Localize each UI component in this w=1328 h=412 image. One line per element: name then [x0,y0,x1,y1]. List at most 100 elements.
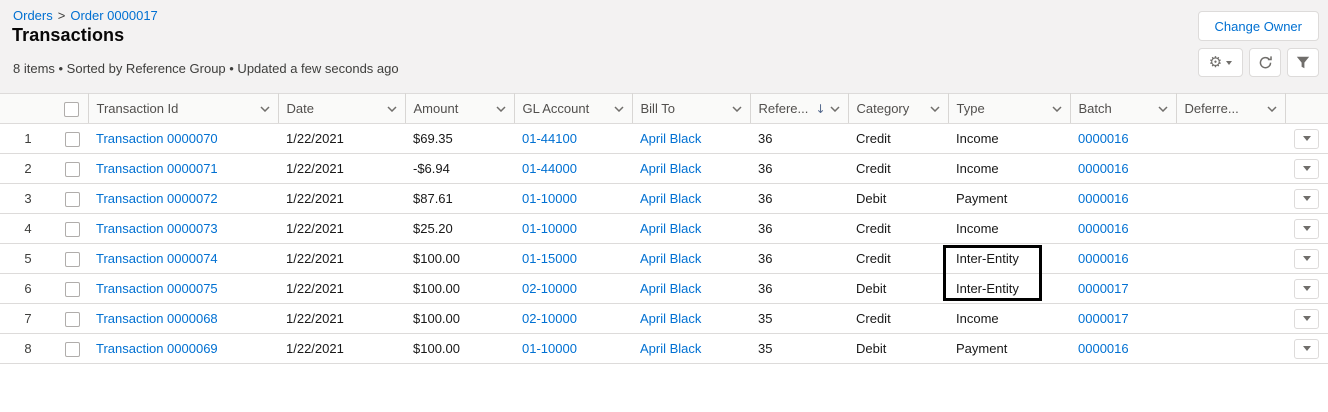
gl-account-link[interactable]: 01-10000 [522,341,577,356]
transaction-link[interactable]: Transaction 0000071 [96,161,218,176]
transaction-link[interactable]: Transaction 0000074 [96,251,218,266]
change-owner-button[interactable]: Change Owner [1197,11,1319,41]
column-header-transaction-id[interactable]: Transaction Id [88,93,279,124]
refresh-button[interactable] [1249,48,1281,77]
row-select-cell [56,183,88,214]
bill-to-link[interactable]: April Black [640,281,702,296]
batch-link[interactable]: 0000016 [1078,341,1129,356]
column-label: Category [856,101,910,116]
breadcrumb-link-orders[interactable]: Orders [13,8,53,23]
column-header-bill-to[interactable]: Bill To [632,93,751,124]
gl-account-link[interactable]: 01-44100 [522,131,577,146]
transaction-link[interactable]: Transaction 0000075 [96,281,218,296]
gl-account-link[interactable]: 01-15000 [522,251,577,266]
row-actions-button[interactable] [1294,308,1319,329]
gl-account-link[interactable]: 02-10000 [522,311,577,326]
row-actions-button[interactable] [1294,218,1319,239]
list-settings-button[interactable]: ⚙ [1198,48,1243,77]
row-actions-button[interactable] [1294,158,1319,179]
type-cell: Inter-Entity [948,243,1070,274]
category-cell: Debit [848,183,948,214]
bill-to-cell: April Black [632,333,750,364]
date-cell: 1/22/2021 [278,183,405,214]
bill-to-link[interactable]: April Black [640,311,702,326]
triangle-down-icon [1302,136,1311,141]
row-actions-button[interactable] [1294,338,1319,359]
batch-link[interactable]: 0000016 [1078,251,1129,266]
amount-cell: $100.00 [405,333,514,364]
bill-to-link[interactable]: April Black [640,341,702,356]
deferred-cell [1176,303,1285,334]
filter-button[interactable] [1287,48,1319,77]
row-actions-header [1285,93,1328,124]
column-header-type[interactable]: Type [948,93,1071,124]
column-header-batch[interactable]: Batch [1070,93,1177,124]
table-row: 8 Transaction 0000069 1/22/2021 $100.00 … [0,333,1328,364]
row-actions-button[interactable] [1294,188,1319,209]
triangle-down-icon [1302,226,1311,231]
row-checkbox[interactable] [64,311,80,327]
batch-link[interactable]: 0000016 [1078,161,1129,176]
column-header-category[interactable]: Category [848,93,949,124]
batch-link[interactable]: 0000017 [1078,311,1129,326]
transaction-link[interactable]: Transaction 0000070 [96,131,218,146]
row-checkbox[interactable] [64,191,80,207]
list-controls: ⚙ [1198,48,1319,77]
row-actions-button[interactable] [1294,248,1319,269]
bill-to-cell: April Black [632,303,750,334]
column-label: Deferre... [1184,101,1239,116]
category-cell: Credit [848,243,948,274]
type-cell: Payment [948,183,1070,214]
column-header-date[interactable]: Date [278,93,406,124]
row-checkbox[interactable] [64,161,80,177]
bill-to-link[interactable]: April Black [640,251,702,266]
category-cell: Credit [848,123,948,154]
bill-to-link[interactable]: April Black [640,221,702,236]
row-actions-cell [1285,213,1328,244]
bill-to-link[interactable]: April Black [640,161,702,176]
chevron-down-icon [386,105,397,112]
column-header-reference-group[interactable]: Refere... ↓ [750,93,849,124]
deferred-cell [1176,333,1285,364]
bill-to-cell: April Black [632,153,750,184]
date-cell: 1/22/2021 [278,333,405,364]
column-header-deferred[interactable]: Deferre... [1176,93,1286,124]
bill-to-link[interactable]: April Black [640,131,702,146]
row-checkbox[interactable] [64,341,80,357]
transaction-link[interactable]: Transaction 0000073 [96,221,218,236]
type-cell: Income [948,123,1070,154]
gl-account-cell: 02-10000 [514,273,632,304]
category-cell: Debit [848,333,948,364]
row-actions-button[interactable] [1294,128,1319,149]
bill-to-link[interactable]: April Black [640,191,702,206]
transaction-link[interactable]: Transaction 0000068 [96,311,218,326]
select-all-checkbox[interactable] [64,101,80,117]
row-actions-button[interactable] [1294,278,1319,299]
gl-account-link[interactable]: 01-44000 [522,161,577,176]
gl-account-link[interactable]: 02-10000 [522,281,577,296]
row-checkbox[interactable] [64,281,80,297]
breadcrumb-separator: > [57,8,66,23]
row-checkbox[interactable] [64,251,80,267]
transaction-link[interactable]: Transaction 0000069 [96,341,218,356]
breadcrumb-link-order[interactable]: Order 0000017 [70,8,158,23]
batch-link[interactable]: 0000016 [1078,221,1129,236]
column-header-gl-account[interactable]: GL Account [514,93,633,124]
row-checkbox[interactable] [64,131,80,147]
amount-cell: $69.35 [405,123,514,154]
column-label: Transaction Id [96,101,179,116]
row-checkbox[interactable] [64,221,80,237]
gl-account-cell: 01-10000 [514,183,632,214]
transaction-link[interactable]: Transaction 0000072 [96,191,218,206]
chevron-down-icon [829,105,840,112]
bill-to-cell: April Black [632,213,750,244]
gl-account-link[interactable]: 01-10000 [522,221,577,236]
date-cell: 1/22/2021 [278,153,405,184]
batch-link[interactable]: 0000016 [1078,191,1129,206]
reference-cell: 36 [750,243,848,274]
column-header-amount[interactable]: Amount [405,93,515,124]
batch-link[interactable]: 0000017 [1078,281,1129,296]
batch-link[interactable]: 0000016 [1078,131,1129,146]
gl-account-link[interactable]: 01-10000 [522,191,577,206]
deferred-cell [1176,153,1285,184]
